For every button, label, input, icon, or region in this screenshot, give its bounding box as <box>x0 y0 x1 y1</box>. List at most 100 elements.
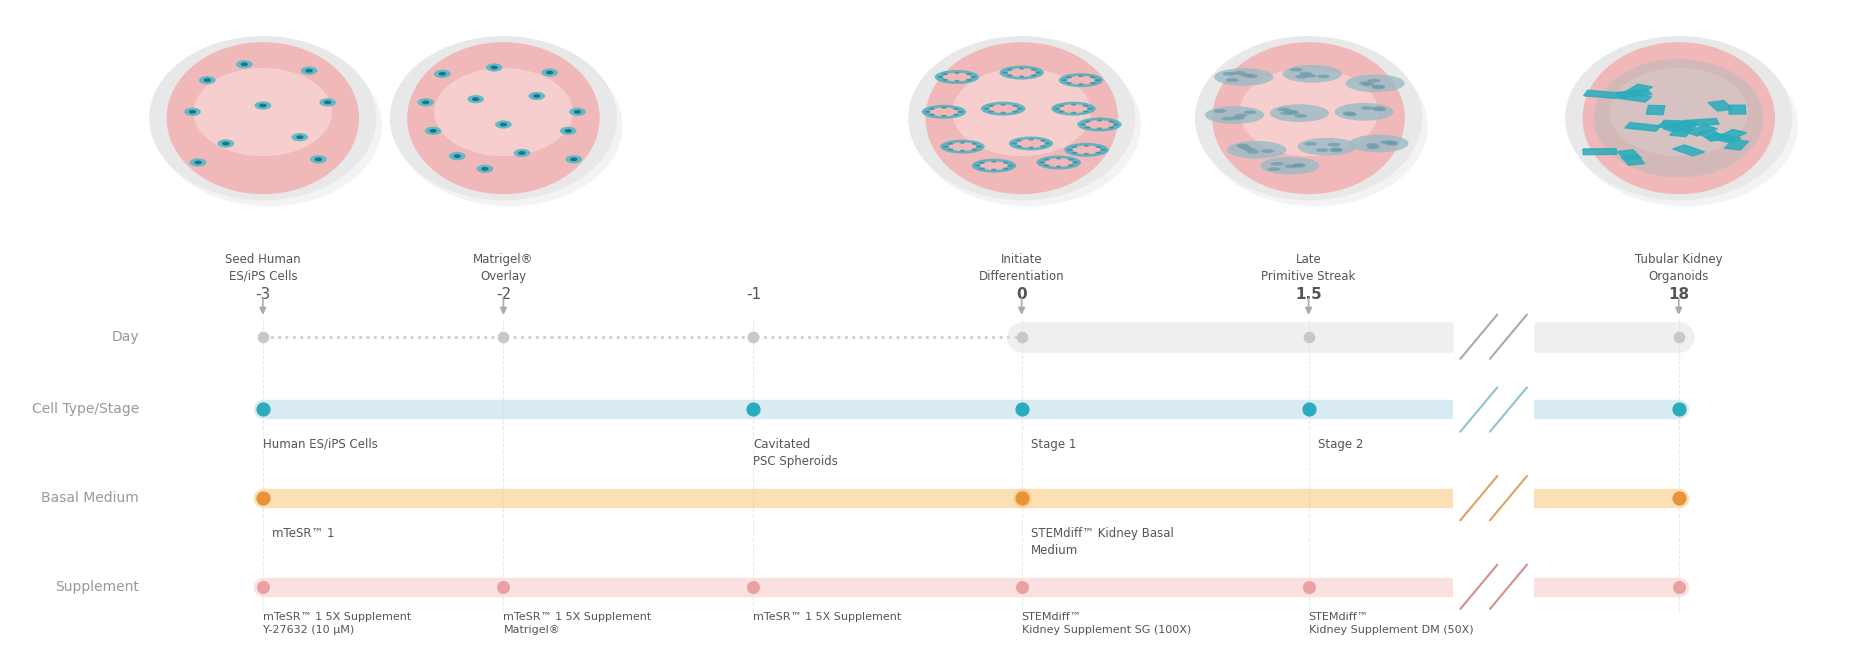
Ellipse shape <box>1078 83 1083 85</box>
Ellipse shape <box>1072 161 1078 163</box>
Ellipse shape <box>1072 146 1078 148</box>
Ellipse shape <box>981 102 1026 115</box>
Ellipse shape <box>422 101 430 104</box>
Ellipse shape <box>921 105 966 119</box>
Ellipse shape <box>155 45 381 206</box>
Ellipse shape <box>194 161 202 164</box>
Ellipse shape <box>1280 111 1293 115</box>
Ellipse shape <box>1059 110 1065 112</box>
Ellipse shape <box>1315 148 1328 152</box>
Ellipse shape <box>1366 143 1379 147</box>
Ellipse shape <box>486 63 502 72</box>
FancyArrow shape <box>1728 105 1747 114</box>
Ellipse shape <box>1067 75 1095 84</box>
Ellipse shape <box>495 121 512 128</box>
Ellipse shape <box>958 111 964 113</box>
Ellipse shape <box>999 66 1044 79</box>
Ellipse shape <box>941 79 947 81</box>
Ellipse shape <box>1287 111 1300 115</box>
Ellipse shape <box>1095 79 1100 81</box>
Point <box>738 404 768 415</box>
Ellipse shape <box>517 151 525 155</box>
Ellipse shape <box>966 74 971 75</box>
Ellipse shape <box>971 143 977 144</box>
FancyArrow shape <box>1705 133 1741 143</box>
Ellipse shape <box>1293 163 1306 167</box>
Ellipse shape <box>573 110 581 114</box>
Ellipse shape <box>1003 168 1009 170</box>
Ellipse shape <box>955 72 960 74</box>
Ellipse shape <box>1031 74 1037 76</box>
Ellipse shape <box>194 68 333 156</box>
Ellipse shape <box>1244 110 1257 114</box>
Ellipse shape <box>1018 68 1024 70</box>
Ellipse shape <box>217 139 234 148</box>
Ellipse shape <box>1238 68 1379 156</box>
Ellipse shape <box>1214 109 1227 113</box>
Point <box>1295 582 1324 592</box>
Ellipse shape <box>1373 108 1386 112</box>
Ellipse shape <box>930 108 958 116</box>
Ellipse shape <box>304 69 312 73</box>
Ellipse shape <box>1001 104 1007 106</box>
FancyArrow shape <box>1621 155 1644 165</box>
Ellipse shape <box>941 107 947 109</box>
Ellipse shape <box>1039 161 1044 163</box>
Text: 1.5: 1.5 <box>1295 287 1323 302</box>
Ellipse shape <box>566 155 583 163</box>
Text: 18: 18 <box>1668 287 1689 302</box>
Ellipse shape <box>1083 153 1089 155</box>
Ellipse shape <box>1304 142 1317 146</box>
Point <box>489 582 519 592</box>
Ellipse shape <box>1068 159 1074 161</box>
Ellipse shape <box>979 162 984 164</box>
Ellipse shape <box>1078 117 1121 132</box>
Ellipse shape <box>514 149 531 157</box>
FancyArrow shape <box>1625 84 1653 95</box>
Text: STEMdiff™ Kidney Basal
Medium: STEMdiff™ Kidney Basal Medium <box>1031 527 1173 557</box>
Ellipse shape <box>542 68 559 77</box>
Ellipse shape <box>396 45 622 206</box>
Ellipse shape <box>200 76 215 84</box>
Ellipse shape <box>1373 84 1386 88</box>
Point <box>248 404 278 415</box>
Point <box>1664 332 1694 342</box>
Ellipse shape <box>1027 146 1033 148</box>
Ellipse shape <box>938 76 943 78</box>
Ellipse shape <box>1367 79 1380 83</box>
Ellipse shape <box>975 164 981 166</box>
Ellipse shape <box>941 115 947 117</box>
Text: mTeSR™ 1 5X Supplement
Matrigel®: mTeSR™ 1 5X Supplement Matrigel® <box>504 612 652 635</box>
Ellipse shape <box>1261 149 1274 153</box>
Ellipse shape <box>1108 121 1113 123</box>
Ellipse shape <box>1238 145 1252 149</box>
Ellipse shape <box>1007 74 1012 76</box>
Ellipse shape <box>1345 74 1405 92</box>
Text: Matrigel®
Overlay: Matrigel® Overlay <box>473 253 534 283</box>
Ellipse shape <box>1285 164 1296 168</box>
Ellipse shape <box>1070 104 1076 106</box>
Ellipse shape <box>1085 126 1091 128</box>
Ellipse shape <box>1068 164 1074 166</box>
Ellipse shape <box>149 36 377 200</box>
Ellipse shape <box>1237 144 1250 148</box>
Ellipse shape <box>1300 72 1311 75</box>
Ellipse shape <box>1358 81 1371 85</box>
Ellipse shape <box>1362 83 1375 86</box>
Ellipse shape <box>908 36 1136 200</box>
Ellipse shape <box>1571 45 1797 206</box>
Ellipse shape <box>1055 157 1061 159</box>
Ellipse shape <box>1196 36 1422 200</box>
Ellipse shape <box>1009 68 1035 77</box>
Ellipse shape <box>1371 85 1384 89</box>
Point <box>248 582 278 592</box>
Ellipse shape <box>1242 148 1255 152</box>
Ellipse shape <box>971 148 977 150</box>
Ellipse shape <box>1246 150 1259 154</box>
Ellipse shape <box>1235 114 1248 117</box>
FancyArrow shape <box>1657 121 1692 131</box>
Ellipse shape <box>1055 166 1061 168</box>
Ellipse shape <box>433 68 573 156</box>
Point <box>1295 332 1324 342</box>
Ellipse shape <box>1040 145 1046 147</box>
